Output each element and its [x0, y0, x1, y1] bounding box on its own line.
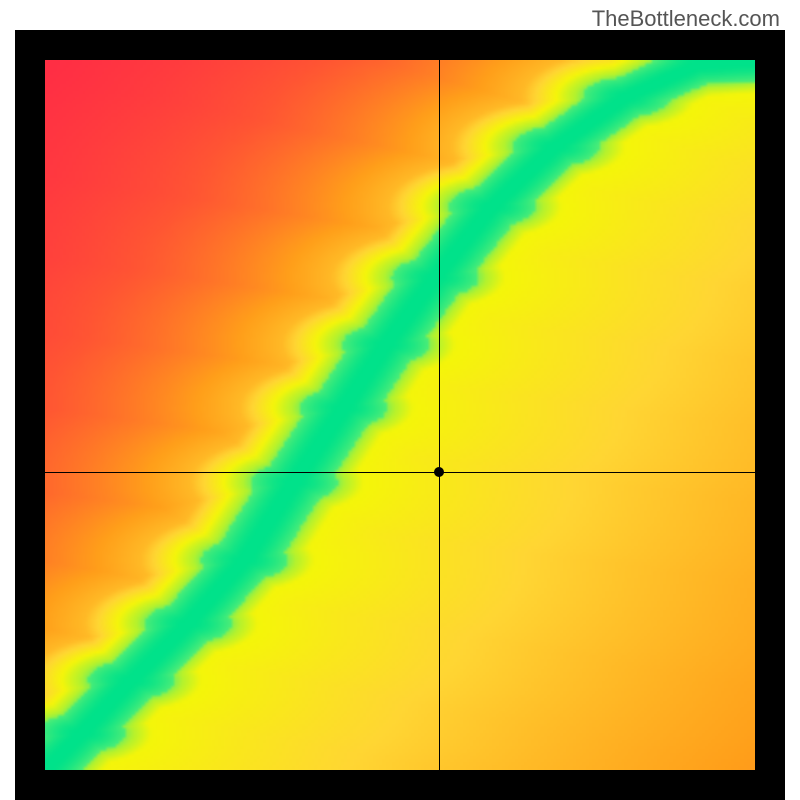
marker-dot: [434, 467, 444, 477]
plot-frame: [15, 30, 785, 800]
crosshair-vertical: [439, 60, 440, 770]
heatmap-canvas: [45, 60, 755, 770]
crosshair-horizontal: [45, 472, 755, 473]
watermark-text: TheBottleneck.com: [592, 6, 780, 32]
plot-area: [45, 60, 755, 770]
chart-container: TheBottleneck.com: [0, 0, 800, 800]
